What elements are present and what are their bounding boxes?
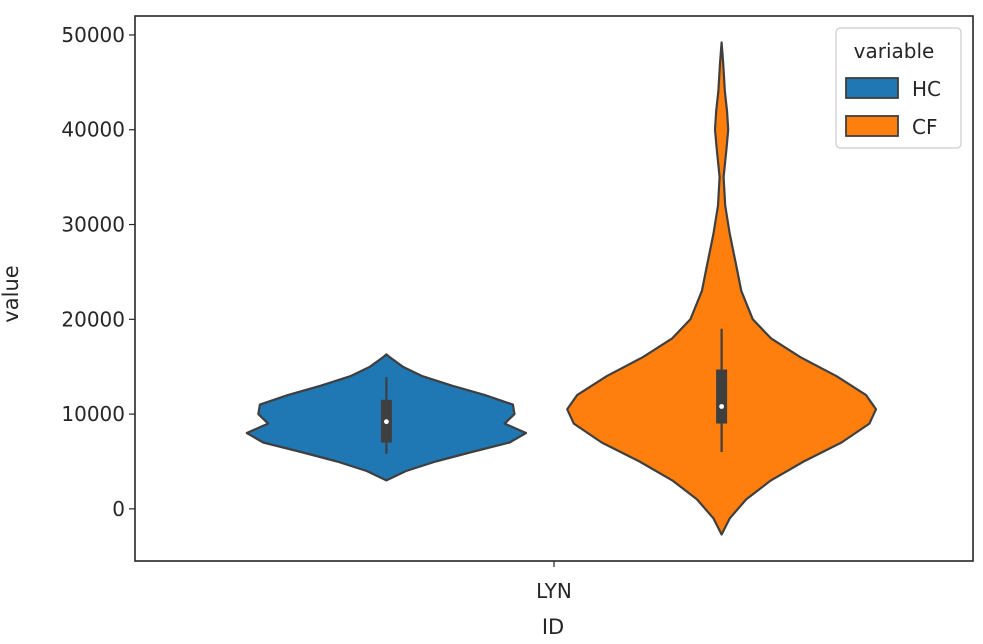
y-tick-label: 10000 [61, 402, 125, 426]
legend-swatch-hc [845, 77, 899, 99]
legend: variable HC CF [835, 27, 962, 149]
legend-label-cf: CF [912, 115, 937, 139]
y-axis-label: value [0, 265, 23, 322]
y-axis: 0 10000 20000 30000 40000 50000 [61, 23, 135, 521]
violin-median-dot [384, 419, 389, 425]
violin-iqr-box [716, 369, 728, 424]
y-tick-label: 30000 [61, 213, 125, 237]
y-tick-label: 40000 [61, 118, 125, 142]
y-tick-label: 0 [112, 497, 125, 521]
y-tick-label: 20000 [61, 307, 125, 331]
x-axis: LYN [536, 561, 572, 603]
violin-median-dot [719, 404, 724, 409]
x-tick-label: LYN [536, 579, 572, 603]
violins [245, 41, 878, 536]
legend-swatch-cf [845, 115, 899, 137]
legend-title: variable [854, 39, 935, 63]
legend-label-hc: HC [912, 77, 941, 101]
x-axis-label: ID [542, 615, 564, 639]
y-tick-label: 50000 [61, 23, 125, 47]
plot-area [134, 15, 974, 562]
violin-cf [566, 41, 878, 536]
